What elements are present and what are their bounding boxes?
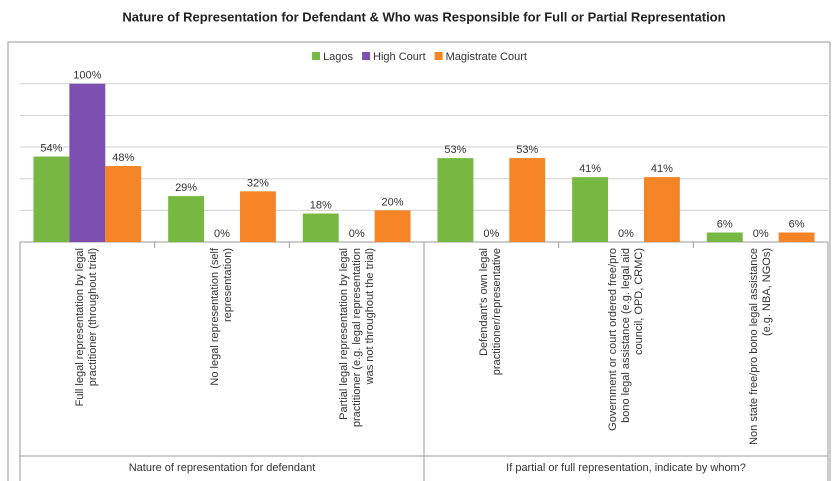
data-label: 53% [516,144,538,156]
data-label: 54% [40,142,62,154]
legend-label: Magistrate Court [446,51,527,63]
data-label: 0% [483,228,499,240]
data-label: 41% [651,163,673,175]
data-label: 41% [579,163,601,175]
bar [105,166,142,242]
data-label: 6% [789,218,805,230]
group-label: If partial or full representation, indic… [506,462,746,474]
bar [509,158,546,242]
x-tick-label: Full legal representation by legal pract… [74,248,100,407]
legend-label: Lagos [323,51,353,63]
data-label: 0% [349,228,365,240]
legend-swatch [434,52,443,60]
data-label: 20% [382,196,404,208]
data-label: 0% [753,228,769,240]
x-tick-label: Partial legal representation by legal pr… [337,248,376,428]
legend-swatch [362,52,371,60]
bar [643,177,680,242]
bar [437,158,474,242]
data-label: 48% [112,152,134,164]
x-tick-label: Defendant's own legal practitioner/repre… [478,248,504,376]
data-label: 32% [247,177,269,189]
bar [778,232,815,242]
data-label: 53% [444,144,466,156]
legend-label: High Court [373,51,426,63]
bar [33,156,70,242]
bar [706,232,743,242]
bar [69,83,106,242]
bar [168,196,205,242]
x-tick-label: No legal representation (self representa… [209,248,234,386]
bar [572,177,609,242]
group-label: Nature of representation for defendant [128,462,316,474]
data-label: 0% [618,228,634,240]
x-tick-label: Government or court ordered free/pro bon… [606,248,645,431]
bar [239,191,276,242]
data-label: 29% [175,182,197,194]
data-label: 0% [214,228,230,240]
data-label: 100% [73,70,101,82]
data-label: 18% [310,199,332,211]
bar [374,210,411,242]
bar [302,213,339,242]
x-tick-label: Non state free/pro bono legal assistance… [747,248,773,445]
legend-swatch [312,52,321,60]
chart-border [7,41,831,481]
data-label: 6% [717,218,733,230]
chart-title: Nature of Representation for Defendant &… [122,9,725,24]
